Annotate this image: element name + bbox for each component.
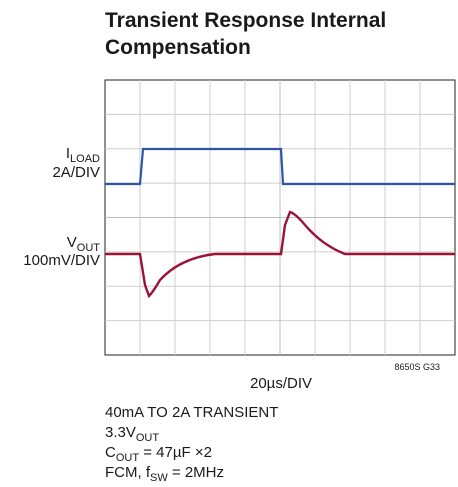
load-label: ILOAD <box>66 145 100 165</box>
note: 40mA TO 2A TRANSIENT <box>105 404 278 421</box>
note-text: C <box>105 444 116 461</box>
scope-grid <box>104 79 456 356</box>
figure-code: 8650S G33 <box>394 362 440 372</box>
note-text: = 47µF ×2 <box>139 444 212 461</box>
load-current-trace <box>105 147 455 186</box>
note: FCM, fSW = 2MHz <box>105 464 224 484</box>
vout-label: VOUT <box>67 234 101 254</box>
load-scale: 2A/DIV <box>52 164 100 181</box>
label-subscript: LOAD <box>70 153 100 165</box>
vout-scale: 100mV/DIV <box>23 252 100 269</box>
title-line: Transient Response Internal <box>105 9 386 32</box>
note-text: FCM, f <box>105 464 151 481</box>
label-text: V <box>67 234 77 251</box>
title-line: Compensation <box>105 36 251 59</box>
label-text: I <box>66 145 70 162</box>
note-subscript: OUT <box>136 432 160 444</box>
note-text: 40mA TO 2A TRANSIENT <box>105 404 278 421</box>
label-subscript: OUT <box>77 242 101 254</box>
note-subscript: OUT <box>116 452 140 464</box>
note: 3.3VOUT <box>105 424 159 444</box>
note: COUT = 47µF ×2 <box>105 444 212 464</box>
time-scale: 20µs/DIV <box>250 375 312 392</box>
note-text: = 2MHz <box>168 464 224 481</box>
note-subscript: SW <box>150 472 168 484</box>
output-voltage-trace <box>105 210 455 299</box>
note-text: 3.3V <box>105 424 136 441</box>
